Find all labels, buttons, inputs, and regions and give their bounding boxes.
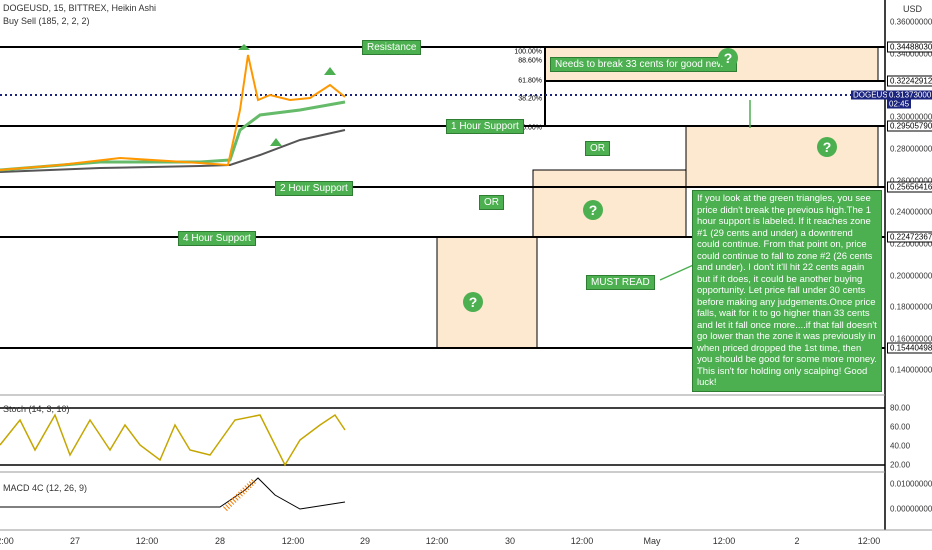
level-label: 0.29505790 xyxy=(887,120,932,132)
macd-tick: 0.00000000 xyxy=(890,504,932,514)
countdown: 02:45 xyxy=(887,99,912,109)
time-tick: 28 xyxy=(214,536,226,546)
annotation: OR xyxy=(585,141,610,156)
price-tick: 0.20000000 xyxy=(890,271,932,281)
stoch-line xyxy=(0,413,346,467)
annotation: Needs to break 33 cents for good news! xyxy=(550,57,737,72)
price-tick: 0.26000000 xyxy=(890,177,932,186)
triangle xyxy=(324,67,336,75)
zone-mark: ? xyxy=(583,200,603,220)
zone-mark: ? xyxy=(817,137,837,157)
time-tick: 29 xyxy=(359,536,371,546)
price-tick: 0.14000000 xyxy=(890,365,932,375)
time-tick: 30 xyxy=(504,536,516,546)
stoch-tick: 40.00 xyxy=(890,441,911,451)
triangle xyxy=(238,44,250,50)
fib-label: 88.60% xyxy=(518,57,542,65)
level-label: 0.22472367 xyxy=(887,231,932,243)
note: If you look at the green triangles, you … xyxy=(692,190,882,392)
stoch-title: Stoch (14, 3, 10) xyxy=(3,404,70,414)
macd-line xyxy=(0,477,346,510)
annotation: MUST READ xyxy=(586,275,655,290)
price-tick: 0.16000000 xyxy=(890,334,932,344)
stoch-tick: 20.00 xyxy=(890,460,911,470)
price-tick: 0.28000000 xyxy=(890,144,932,154)
fib-label: 61.80% xyxy=(518,77,542,85)
zone-mark: ? xyxy=(718,48,738,68)
fib-label: 0.00% xyxy=(522,124,542,132)
time-tick: May xyxy=(643,536,661,546)
level-label: 0.34488030 xyxy=(887,41,932,53)
indicator: Buy Sell (185, 2, 2, 2) xyxy=(3,16,90,26)
price-tick: 0.18000000 xyxy=(890,302,932,312)
annotation: Resistance xyxy=(362,40,422,55)
time-tick: 12:00 xyxy=(857,536,881,546)
price-line xyxy=(0,54,346,171)
last-price-name: DOGEUSD xyxy=(851,90,896,100)
price-tick: 0.34000000 xyxy=(890,49,932,59)
zone xyxy=(532,169,687,238)
level-label: 0.25656416 xyxy=(887,181,932,193)
fib-label: 38.20% xyxy=(518,95,542,103)
time-tick: 12:00 xyxy=(281,536,305,546)
zone xyxy=(436,236,538,349)
panes xyxy=(0,0,932,531)
time-tick: 12:00 xyxy=(425,536,449,546)
stoch-tick: 80.00 xyxy=(890,403,911,413)
zone-mark: ? xyxy=(463,292,483,312)
ma-line xyxy=(0,129,346,173)
stoch-tick: 60.00 xyxy=(890,422,911,432)
triangle xyxy=(270,138,282,146)
last-price: 0.31373000 xyxy=(887,90,932,100)
annotation: 2 Hour Support xyxy=(275,181,353,196)
time-tick: 2:00 xyxy=(0,536,14,546)
macd-tick: 0.01000000 xyxy=(890,479,932,489)
price-tick: 0.22000000 xyxy=(890,239,932,249)
symbol: DOGEUSD, 15, BITTREX, Heikin Ashi xyxy=(3,3,157,13)
annotation: 4 Hour Support xyxy=(178,231,256,246)
price-tick: 0.24000000 xyxy=(890,207,932,217)
price-tick: 0.36000000 xyxy=(890,17,932,27)
price-tick: 0.30000000 xyxy=(890,112,932,122)
annotation: OR xyxy=(479,195,504,210)
level-label: 0.15440498 xyxy=(887,342,932,354)
macd-hist xyxy=(222,477,258,512)
zone xyxy=(685,125,879,188)
annotation: 1 Hour Support xyxy=(446,119,524,134)
time-tick: 27 xyxy=(69,536,81,546)
macd-title: MACD 4C (12, 26, 9) xyxy=(3,483,88,493)
fib-label: 100.00% xyxy=(514,48,542,56)
level-label: 0.32242912 xyxy=(887,75,932,87)
ma-line xyxy=(0,100,346,172)
time-tick: 12:00 xyxy=(135,536,159,546)
currency: USD xyxy=(903,4,923,14)
time-tick: 12:00 xyxy=(570,536,594,546)
time-tick: 12:00 xyxy=(712,536,736,546)
time-tick: 2 xyxy=(794,536,800,546)
